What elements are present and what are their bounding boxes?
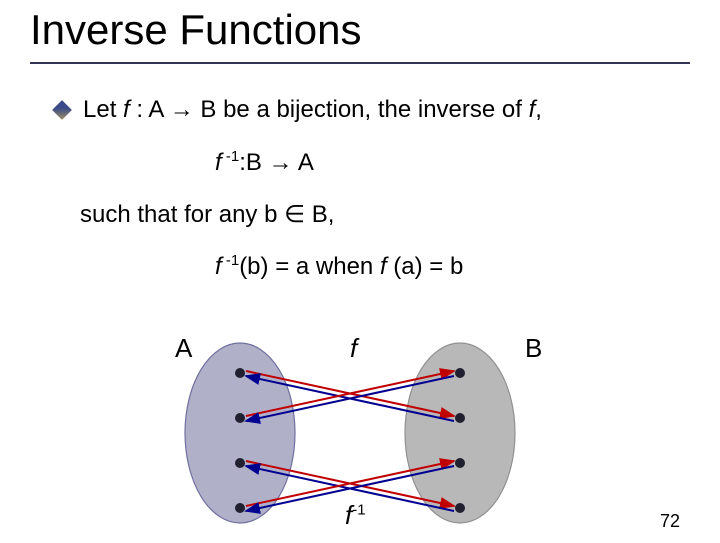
line-2: f -1:B → A (215, 148, 314, 177)
bullet-line-1: Let f : A → B be a bijection, the invers… (55, 96, 542, 124)
var-f: f (380, 253, 387, 280)
function-diagram: A B f f-1 (145, 338, 575, 538)
var-f: f (215, 253, 222, 280)
line-4: f -1(b) = a when f (a) = b (215, 252, 463, 281)
var-f: f (215, 149, 222, 176)
title-underline (30, 62, 690, 64)
bullet-diamond-icon (52, 100, 72, 120)
label-f-inverse: f-1 (345, 500, 366, 531)
label-set-A: A (175, 333, 192, 364)
label-f: f (350, 333, 357, 364)
exp: -1 (222, 252, 240, 269)
label-set-B: B (525, 333, 542, 364)
page-number: 72 (660, 511, 680, 532)
text: (b) = a when (239, 253, 380, 280)
text: (a) = b (387, 253, 464, 280)
text: : A → B be a bijection, the inverse of (130, 96, 529, 123)
exp: -1 (222, 148, 240, 165)
text: Let (83, 96, 123, 123)
line-3: such that for any b ∈ B, (80, 200, 334, 229)
slide-title: Inverse Functions (30, 6, 362, 54)
var-f: f (123, 96, 130, 123)
text: :B → A (239, 149, 314, 176)
exp: -1 (352, 501, 365, 518)
text: , (535, 96, 542, 123)
